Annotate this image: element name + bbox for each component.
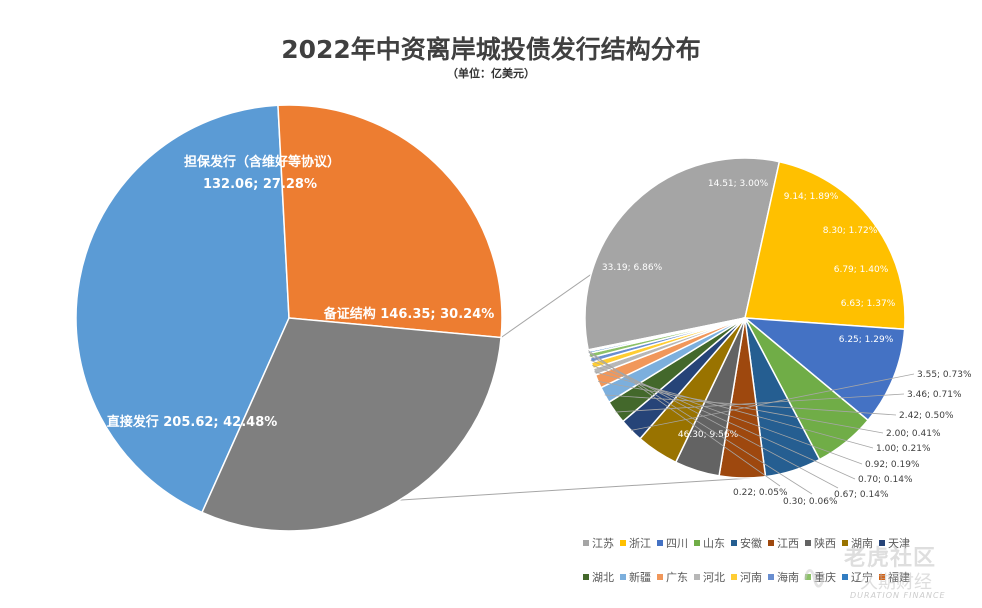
legend-item-辽宁: 辽宁 (851, 570, 873, 584)
leader-line-辽宁 (588, 352, 813, 495)
sec-slice-江苏 (584, 157, 781, 351)
legend-item-湖北: 湖北 (592, 571, 614, 584)
secondary-pie (584, 157, 906, 479)
slice-label-guarantee-line1: 担保发行（含维好等协议） (184, 154, 340, 170)
legend-swatch-山东 (694, 540, 700, 546)
legend-swatch-重庆 (805, 574, 811, 580)
main-pie (75, 104, 503, 532)
slice-label-shaanxi: 6.63; 1.37% (841, 299, 896, 309)
sec-slice-浙江 (744, 160, 906, 331)
slice-label-standby: 备证结构 146.35; 30.24% (323, 306, 495, 322)
slice-label-chongqing: 0.67; 0.14% (834, 490, 889, 500)
main-slice-2 (201, 317, 502, 532)
legend-item-河南: 河南 (740, 571, 762, 584)
slice-label-hunan: 6.25; 1.29% (839, 335, 894, 345)
legend-swatch-新疆 (620, 574, 626, 580)
slice-label-zhejiang: 33.19; 6.86% (602, 263, 663, 273)
main-pie-labels: 直接发行 205.62; 42.48% 担保发行（含维好等协议） 132.06;… (107, 154, 495, 430)
legend-item-河北: 河北 (703, 571, 725, 584)
slice-label-tianjin: 3.55; 0.73% (917, 370, 972, 380)
slice-label-hebei: 1.00; 0.21% (876, 444, 931, 454)
legend-item-福建: 福建 (888, 570, 910, 584)
legend-item-江苏: 江苏 (592, 537, 614, 550)
leader-line-广东 (598, 380, 884, 434)
slice-label-hainan: 0.70; 0.14% (858, 475, 913, 485)
legend-swatch-安徽 (731, 540, 737, 546)
legend-swatch-湖北 (583, 574, 589, 580)
slice-label-liaoning: 0.30; 0.06% (783, 497, 838, 507)
slice-label-henan: 0.92; 0.19% (865, 460, 920, 470)
legend-item-浙江: 浙江 (629, 537, 651, 550)
legend-swatch-江西 (768, 540, 774, 546)
watermark-line2: 久期财经 (860, 572, 932, 593)
legend-item-陕西: 陕西 (814, 536, 836, 550)
main-slice-0 (75, 104, 290, 514)
secondary-pie-labels: 46.30; 9.56% 33.19; 6.86% 14.51; 3.00% 9… (602, 179, 972, 507)
slice-label-jiangxi: 6.79; 1.40% (834, 265, 889, 275)
legend-item-江西: 江西 (777, 537, 799, 550)
legend-swatch-江苏 (583, 540, 589, 546)
leader-line-重庆 (589, 355, 839, 489)
legend-swatch-广东 (657, 574, 663, 580)
legend-swatch-浙江 (620, 540, 626, 546)
legend-item-湖南: 湖南 (851, 537, 873, 550)
sec-slice-福建 (587, 317, 746, 353)
leader-line-河北 (594, 371, 874, 449)
legend-swatch-天津 (879, 540, 885, 546)
legend-swatch-海南 (768, 574, 774, 580)
chart-title: 2022年中资离岸城投债发行结构分布 (281, 35, 701, 64)
leader-line-河南 (592, 365, 863, 465)
watermark-line1: 老虎社区 (844, 546, 937, 571)
watermark-line3: DURATION FINANCE (850, 591, 946, 600)
leader-lines (588, 350, 915, 495)
slice-label-guangdong: 2.00; 0.41% (886, 429, 941, 439)
legend-item-重庆: 重庆 (814, 570, 836, 584)
legend-item-天津: 天津 (888, 537, 910, 550)
legend-item-广东: 广东 (666, 571, 688, 584)
slice-label-sichuan: 14.51; 3.00% (708, 179, 769, 189)
legend-swatch-辽宁 (842, 574, 848, 580)
legend-item-海南: 海南 (777, 570, 799, 584)
slice-label-anhui: 8.30; 1.72% (823, 226, 878, 236)
slice-label-hubei: 3.46; 0.71% (907, 390, 962, 400)
leader-line-福建 (588, 350, 781, 487)
chart-subtitle: （单位：亿美元） (447, 67, 535, 80)
legend-item-山东: 山东 (703, 537, 725, 550)
legend-swatch-四川 (657, 540, 663, 546)
legend-item-安徽: 安徽 (740, 536, 762, 550)
legend-item-四川: 四川 (666, 537, 688, 550)
main-slice-1 (277, 104, 503, 339)
slice-label-xinjiang: 2.42; 0.50% (899, 411, 954, 421)
legend-swatch-福建 (879, 574, 885, 580)
slice-label-shandong: 9.14; 1.89% (784, 192, 839, 202)
slice-label-fujian: 0.22; 0.05% (733, 488, 788, 498)
leader-line-湖北 (615, 393, 905, 413)
legend-swatch-河南 (731, 574, 737, 580)
slice-label-direct: 直接发行 205.62; 42.48% (107, 414, 278, 430)
legend-item-新疆: 新疆 (629, 570, 651, 584)
legend-swatch-河北 (694, 574, 700, 580)
legend-swatch-湖南 (842, 540, 848, 546)
watermark: ∿ 老虎社区 久期财经 DURATION FINANCE (800, 538, 975, 604)
legend-swatch-陕西 (805, 540, 811, 546)
watermark-logo-icon: ∿ (800, 558, 829, 598)
leader-line-新疆 (604, 394, 897, 416)
sec-slice-四川 (742, 317, 906, 422)
slice-label-guarantee-line2: 132.06; 27.28% (203, 177, 317, 192)
